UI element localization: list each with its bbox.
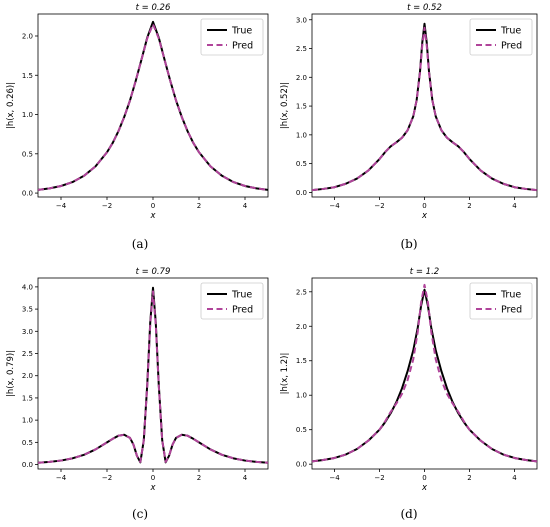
legend-label-true: True (500, 26, 521, 37)
legend-label-true: True (500, 290, 521, 301)
x-tick-label: 0 (151, 202, 155, 210)
y-tick-label: 3.0 (296, 16, 307, 24)
x-axis-label: x (149, 483, 156, 493)
chart-title: t = 0.79 (136, 267, 171, 277)
legend: True Pred (200, 18, 264, 56)
y-tick-label: 4.0 (22, 283, 33, 291)
y-tick-label: 0.5 (296, 160, 307, 168)
y-tick-label: 0.0 (22, 461, 33, 469)
series-line-pred (38, 23, 268, 191)
y-tick-label: 2.5 (296, 288, 307, 296)
y-tick-label: 2.0 (22, 372, 33, 380)
x-tick-label: −4 (56, 474, 67, 482)
chart-title: t = 1.2 (410, 267, 439, 277)
x-tick-label: 2 (197, 202, 201, 210)
y-tick-label: 0.0 (296, 189, 307, 197)
x-tick-label: 4 (512, 474, 517, 482)
x-tick-label: 0 (422, 202, 426, 210)
y-tick-label: 2.0 (296, 74, 307, 82)
x-tick-label: −2 (102, 202, 112, 210)
panel-caption: (c) (132, 507, 148, 521)
x-tick-label: −4 (329, 202, 340, 210)
x-tick-label: −2 (374, 474, 384, 482)
x-tick-label: 2 (197, 474, 201, 482)
x-tick-label: 0 (422, 474, 426, 482)
x-axis-label: x (421, 211, 428, 221)
y-tick-label: 1.5 (22, 394, 33, 402)
x-tick-label: −2 (102, 474, 112, 482)
y-tick-label: 1.0 (296, 392, 307, 400)
legend-label-pred: Pred (501, 41, 522, 52)
y-axis-label: |h(x, 0.79)| (6, 350, 16, 397)
panel-caption: (d) (400, 507, 417, 521)
panel-caption: (b) (400, 237, 417, 251)
legend-label-true: True (231, 26, 252, 37)
legend-label-pred: Pred (232, 305, 253, 316)
x-tick-label: 0 (151, 474, 155, 482)
legend-label-true: True (231, 290, 252, 301)
x-tick-label: −4 (56, 202, 67, 210)
y-tick-label: 2.5 (22, 350, 33, 358)
y-tick-label: 1.0 (22, 417, 33, 425)
panel-caption: (a) (132, 237, 149, 251)
legend: True Pred (469, 18, 533, 56)
legend-label-pred: Pred (501, 305, 522, 316)
panel-a: t = 0.26 −4 −2 0 2 4 0.0 0.5 1.0 1.5 2.0 x |h(x, 0.2… (6, 3, 269, 251)
x-tick-label: 2 (467, 474, 471, 482)
x-axis-label: x (149, 211, 156, 221)
y-tick-label: 1.5 (296, 357, 307, 365)
x-tick-label: 4 (512, 202, 517, 210)
series-line-true (312, 22, 537, 192)
chart-title: t = 0.52 (407, 3, 442, 13)
x-tick-label: 4 (243, 474, 248, 482)
y-tick-label: 2.5 (296, 45, 307, 53)
y-axis-label: |h(x, 0.26)| (6, 82, 16, 129)
chart-title: t = 0.26 (136, 3, 171, 13)
series-line-pred (312, 283, 537, 463)
panel-b: t = 0.52 −4 −2 0 2 4 0.0 0.5 1.0 1.5 2.0 2.5 3.0 x |h(… (280, 3, 538, 251)
y-tick-label: 1.0 (296, 131, 307, 139)
y-tick-label: 0.5 (296, 426, 307, 434)
y-axis-label: |h(x, 0.52)| (280, 82, 290, 129)
x-tick-label: 2 (467, 202, 471, 210)
y-tick-label: 0.0 (296, 461, 307, 469)
x-axis-label: x (421, 483, 428, 493)
y-axis-label: |h(x, 1.2)| (280, 353, 290, 395)
y-tick-label: 2.0 (296, 323, 307, 331)
y-tick-label: 0.5 (22, 439, 33, 447)
legend-label-pred: Pred (232, 41, 253, 52)
y-tick-label: 0.5 (22, 150, 33, 158)
panel-c: t = 0.79 −4 −2 0 2 4 0.0 0.5 1.0 1.5 2.0 2.5 3.0 3.5 4… (6, 267, 269, 521)
y-tick-label: 3.5 (22, 306, 33, 314)
series-line-pred (312, 26, 537, 192)
panel-d: t = 1.2 −4 −2 0 2 4 0.0 0.5 1.0 1.5 2.0 2.5 x |h(x, 1… (280, 267, 538, 521)
legend: True Pred (200, 282, 264, 320)
y-tick-label: 1.5 (296, 103, 307, 111)
x-tick-label: 4 (243, 202, 248, 210)
legend: True Pred (469, 282, 533, 320)
y-tick-label: 3.0 (22, 328, 33, 336)
y-tick-label: 1.5 (22, 72, 33, 80)
y-tick-label: 0.0 (22, 190, 33, 198)
y-tick-label: 1.0 (22, 111, 33, 119)
series-line-pred (38, 290, 268, 464)
x-tick-label: −2 (374, 202, 384, 210)
y-tick-label: 2.0 (22, 32, 33, 40)
x-tick-label: −4 (329, 474, 340, 482)
